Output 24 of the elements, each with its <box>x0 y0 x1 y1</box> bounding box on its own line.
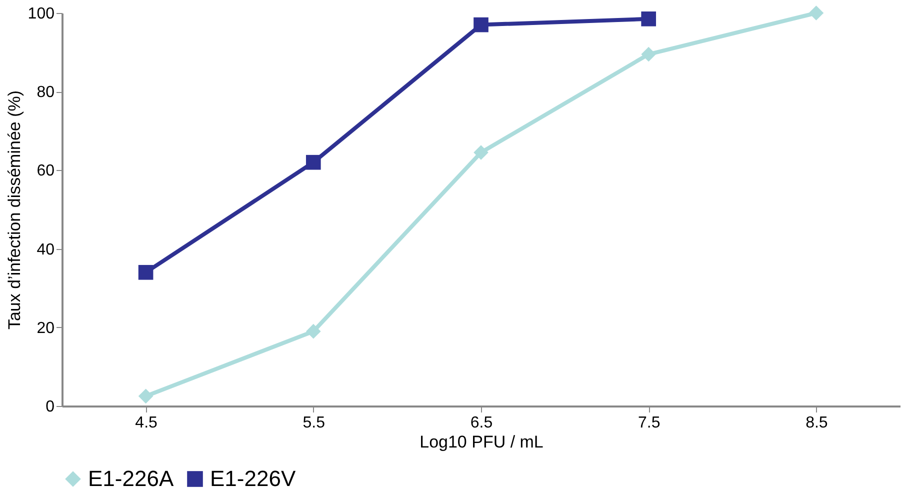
x-axis-title: Log10 PFU / mL <box>420 432 544 452</box>
y-tick-label: 100 <box>28 6 55 22</box>
legend-label: E1-226V <box>210 466 296 491</box>
point <box>474 17 488 32</box>
point <box>306 154 321 170</box>
point <box>138 264 154 280</box>
y-tick-label: 40 <box>36 241 55 258</box>
point <box>808 6 824 20</box>
point <box>138 388 154 404</box>
x-tick-label: 8.5 <box>806 414 828 432</box>
point <box>641 46 656 62</box>
x-tick-label: 4.5 <box>135 414 158 432</box>
y-tick-label: 60 <box>36 162 55 180</box>
y-tick-label: 0 <box>46 398 55 416</box>
legend-label: E1-226A <box>88 466 174 491</box>
y-tick-label: 20 <box>36 320 55 337</box>
point <box>306 324 321 339</box>
x-tick-label: 6.5 <box>470 414 493 432</box>
x-tick-label: 7.5 <box>638 414 660 432</box>
y-tick-label: 80 <box>36 84 55 102</box>
point <box>474 145 488 160</box>
y-axis-title: Taux d’infection disséminée (%) <box>4 90 24 330</box>
point <box>641 11 656 26</box>
x-tick-label: 5.5 <box>302 414 326 432</box>
